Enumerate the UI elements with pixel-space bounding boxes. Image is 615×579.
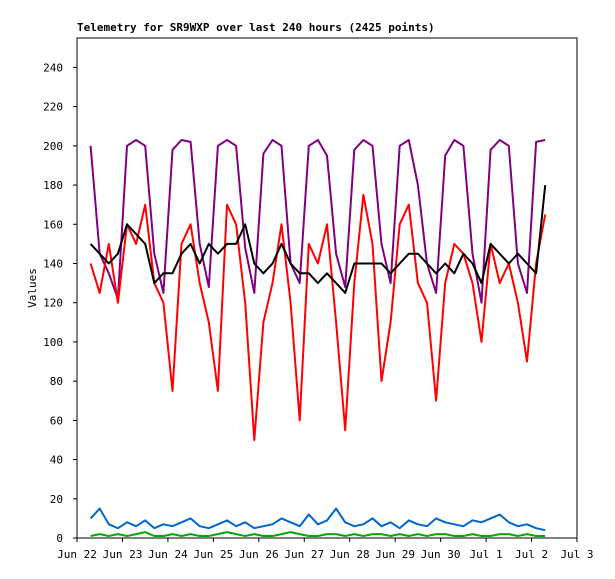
series-line <box>89 139 546 304</box>
y-tick-label: 200 <box>43 140 63 153</box>
y-axis-label: Values <box>26 268 39 308</box>
x-tick-label: Jun 24 <box>148 548 188 561</box>
x-tick-label: Jun 23 <box>103 548 143 561</box>
x-tick-label: Jul 3 <box>560 548 593 561</box>
y-tick-label: 0 <box>56 532 63 545</box>
x-tick-label: Jun 30 <box>421 548 461 561</box>
x-tick-label: Jun 27 <box>284 548 324 561</box>
x-tick-label: Jul 1 <box>470 548 503 561</box>
x-tick-label: Jun 28 <box>330 548 370 561</box>
x-tick-label: Jun 22 <box>57 548 97 561</box>
y-tick-label: 160 <box>43 218 63 231</box>
series-line <box>89 507 546 532</box>
y-tick-label: 180 <box>43 179 63 192</box>
y-tick-label: 240 <box>43 61 63 74</box>
y-tick-label: 40 <box>50 454 63 467</box>
y-tick-label: 140 <box>43 257 63 270</box>
series-line <box>89 193 547 441</box>
y-tick-label: 220 <box>43 101 63 114</box>
x-tick-label: Jul 2 <box>515 548 548 561</box>
y-tick-label: 80 <box>50 375 63 388</box>
y-tick-label: 100 <box>43 336 63 349</box>
y-tick-label: 60 <box>50 414 63 427</box>
chart-title: Telemetry for SR9WXP over last 240 hours… <box>77 21 435 34</box>
x-tick-label: Jun 26 <box>239 548 279 561</box>
x-tick-label: Jun 29 <box>375 548 415 561</box>
x-tick-label: Jun 25 <box>193 548 233 561</box>
series-line <box>90 531 546 537</box>
plot-frame <box>76 37 578 539</box>
y-tick-label: 20 <box>50 493 63 506</box>
series-line <box>89 184 547 294</box>
y-tick-label: 120 <box>43 297 63 310</box>
